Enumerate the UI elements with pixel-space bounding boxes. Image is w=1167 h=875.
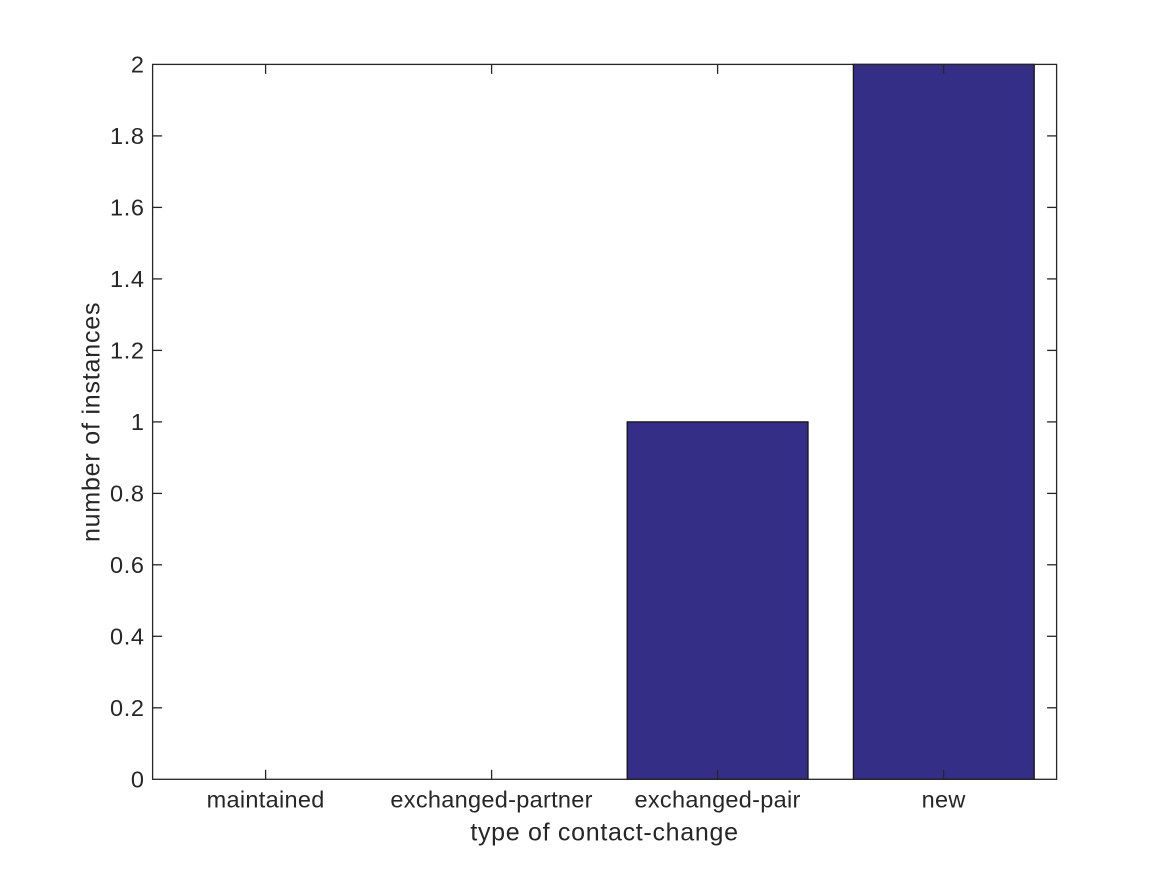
svg-text:number of instances: number of instances [77, 302, 105, 542]
svg-text:2: 2 [131, 51, 145, 77]
svg-text:0.6: 0.6 [110, 552, 144, 578]
svg-text:1: 1 [131, 409, 145, 435]
svg-text:exchanged-pair: exchanged-pair [634, 786, 800, 812]
svg-text:1.6: 1.6 [110, 194, 144, 220]
svg-text:new: new [922, 786, 967, 812]
svg-text:exchanged-partner: exchanged-partner [390, 786, 592, 812]
svg-text:0.2: 0.2 [110, 695, 144, 721]
svg-text:0.4: 0.4 [110, 623, 144, 649]
svg-text:0: 0 [131, 766, 145, 792]
svg-text:1.4: 1.4 [110, 266, 144, 292]
svg-text:maintained: maintained [207, 786, 325, 812]
svg-text:1.8: 1.8 [110, 123, 144, 149]
svg-text:0.8: 0.8 [110, 480, 144, 506]
svg-text:type of contact-change: type of contact-change [470, 818, 738, 846]
svg-text:1.2: 1.2 [110, 337, 144, 363]
